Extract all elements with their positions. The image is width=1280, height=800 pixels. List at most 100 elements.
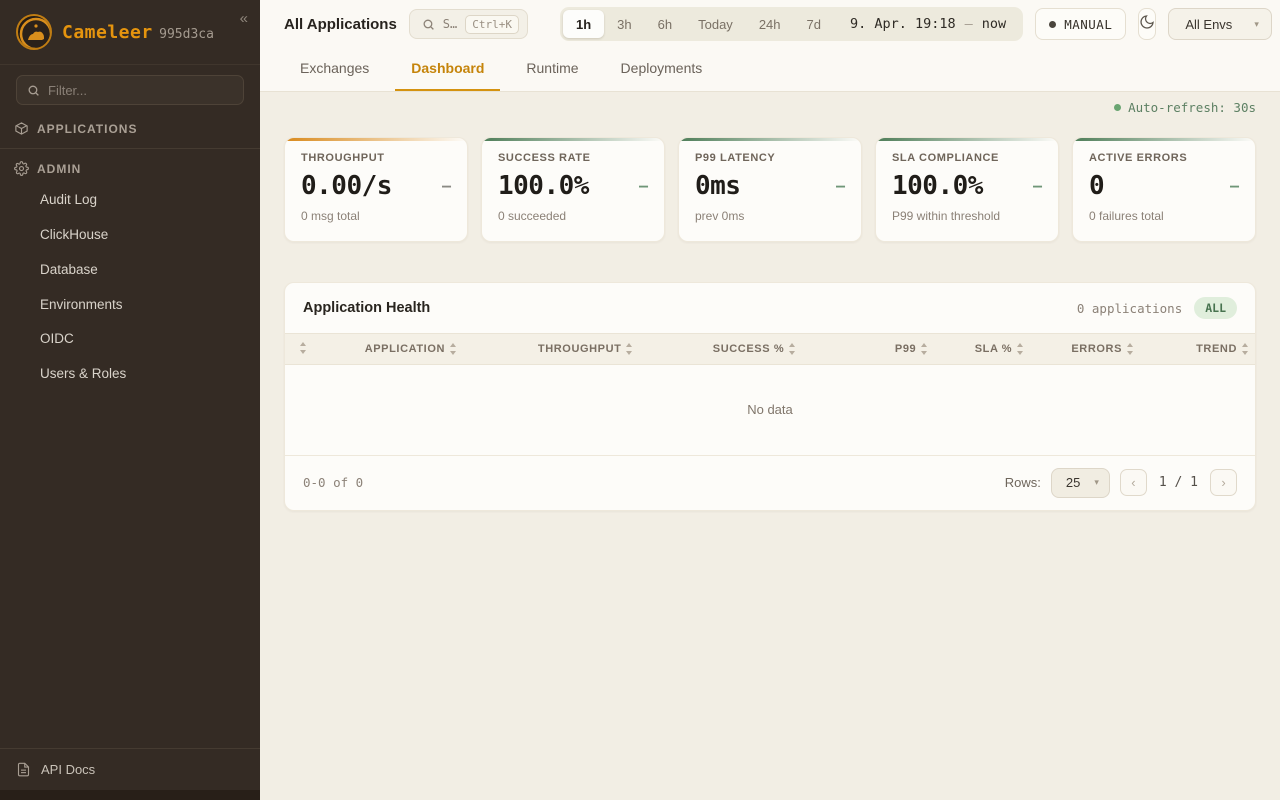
chevron-down-icon: ▾ — [1254, 18, 1259, 29]
sidebar-item-users-roles[interactable]: Users & Roles — [40, 366, 127, 382]
card-active-errors: ACTIVE ERRORS 0 – 0 failures total — [1072, 137, 1256, 242]
column-application[interactable]: APPLICATION — [320, 333, 501, 365]
tabs-bar: Exchanges Dashboard Runtime Deployments — [260, 48, 1280, 92]
column-expand[interactable] — [285, 333, 321, 365]
card-value: 0ms — [695, 171, 741, 201]
page-title: All Applications — [284, 15, 397, 33]
theme-toggle-button[interactable] — [1138, 8, 1157, 40]
column-success[interactable]: SUCCESS % — [670, 333, 839, 365]
document-icon — [16, 762, 31, 777]
card-subtitle: 0 msg total — [301, 209, 360, 223]
card-subtitle: P99 within threshold — [892, 209, 1001, 223]
card-label: SLA COMPLIANCE — [892, 152, 999, 164]
cube-icon — [14, 121, 29, 136]
env-select[interactable]: All Envs ▾ — [1168, 8, 1272, 40]
card-value: 100.0% — [498, 171, 589, 201]
section-label: APPLICATIONS — [37, 121, 138, 136]
green-dot-icon — [1114, 104, 1122, 111]
status-dot-icon — [1049, 20, 1057, 28]
empty-state-message: No data — [747, 402, 793, 418]
next-page-button[interactable]: › — [1210, 469, 1237, 496]
sidebar-section-applications[interactable]: APPLICATIONS — [0, 109, 260, 146]
topbar: All Applications S… Ctrl+K 1h 3h 6h Toda… — [260, 0, 1280, 48]
tab-dashboard[interactable]: Dashboard — [395, 48, 501, 91]
tab-deployments[interactable]: Deployments — [620, 60, 703, 76]
global-search-button[interactable]: S… Ctrl+K — [408, 9, 528, 39]
column-sla[interactable]: SLA % — [934, 333, 1031, 365]
api-docs-link[interactable]: API Docs — [0, 748, 260, 790]
auto-refresh-indicator: Auto-refresh: 30s — [284, 92, 1256, 115]
tab-runtime[interactable]: Runtime — [526, 60, 579, 76]
sidebar-filter-wrap — [0, 64, 260, 109]
main-area: All Applications S… Ctrl+K 1h 3h 6h Toda… — [260, 0, 1280, 800]
sort-icon — [625, 343, 633, 355]
card-value: 100.0% — [892, 171, 983, 201]
time-range-24h[interactable]: 24h — [746, 10, 794, 38]
card-value: 0 — [1089, 171, 1105, 201]
sidebar-item-clickhouse[interactable]: ClickHouse — [40, 226, 109, 242]
time-range-6h[interactable]: 6h — [645, 10, 685, 38]
range-dash: – — [964, 16, 973, 32]
sort-icon — [1016, 343, 1024, 355]
refresh-mode-button[interactable]: MANUAL — [1035, 8, 1127, 40]
card-value: 0.00/s — [301, 171, 392, 201]
card-subtitle: prev 0ms — [695, 209, 745, 223]
sparkline-placeholder: – — [1229, 177, 1239, 195]
sidebar-item-oidc[interactable]: OIDC — [40, 331, 74, 347]
time-range-today[interactable]: Today — [685, 10, 746, 38]
search-shortcut-kbd: Ctrl+K — [465, 14, 519, 34]
env-select-value: All Envs — [1185, 16, 1233, 32]
dashboard-content: Auto-refresh: 30s THROUGHPUT 0.00/s – 0 … — [260, 92, 1280, 800]
time-range-custom[interactable]: 9. Apr. 19:18 – now — [834, 16, 1020, 32]
gear-icon — [14, 161, 29, 176]
api-docs-label: API Docs — [41, 762, 96, 777]
panel-title: Application Health — [303, 300, 431, 316]
tab-exchanges[interactable]: Exchanges — [300, 60, 370, 76]
card-subtitle: 0 succeeded — [498, 209, 567, 223]
sort-icon — [1126, 343, 1134, 355]
metric-cards: THROUGHPUT 0.00/s – 0 msg total SUCCESS … — [284, 137, 1256, 242]
card-label: SUCCESS RATE — [498, 152, 591, 164]
search-hint-text: S… — [442, 17, 458, 31]
column-p99[interactable]: P99 — [838, 333, 935, 365]
sidebar-collapse-icon[interactable]: « — [239, 10, 248, 27]
sidebar-item-environments[interactable]: Environments — [40, 296, 123, 312]
sidebar-section-admin[interactable]: ADMIN — [0, 149, 260, 186]
sort-icon — [788, 343, 796, 355]
sort-icon — [1241, 343, 1249, 355]
filter-input[interactable] — [48, 82, 233, 98]
card-label: THROUGHPUT — [301, 152, 385, 164]
page-indicator: 1 / 1 — [1158, 475, 1198, 490]
time-range-1h[interactable]: 1h — [563, 10, 605, 38]
brand-wrap: Cameleer 995d3ca — [62, 22, 214, 43]
refresh-mode-label: MANUAL — [1064, 16, 1113, 32]
column-throughput[interactable]: THROUGHPUT — [500, 333, 671, 365]
card-label: ACTIVE ERRORS — [1089, 152, 1188, 164]
card-p99-latency: P99 LATENCY 0ms – prev 0ms — [678, 137, 862, 242]
cameleer-logo-icon — [16, 14, 52, 50]
sparkline-placeholder: – — [1032, 177, 1042, 195]
sparkline-placeholder: – — [835, 177, 845, 195]
application-health-table: APPLICATION THROUGHPUT SUCCESS % P99 SLA — [285, 333, 1255, 455]
table-header-row: APPLICATION THROUGHPUT SUCCESS % P99 SLA — [285, 333, 1255, 365]
applications-count: 0 applications — [1076, 300, 1183, 316]
time-range-7d[interactable]: 7d — [794, 10, 834, 38]
rows-per-page-select[interactable]: 25 ▾ — [1050, 467, 1110, 498]
column-trend[interactable]: TREND — [1140, 333, 1255, 365]
sidebar-filter[interactable] — [16, 75, 244, 105]
prev-page-button[interactable]: ‹ — [1119, 469, 1147, 496]
card-subtitle: 0 failures total — [1089, 209, 1164, 223]
range-from: 9. Apr. 19:18 — [849, 16, 956, 32]
application-health-panel: Application Health 0 applications ALL — [284, 282, 1256, 511]
time-range-group: 1h 3h 6h Today 24h 7d 9. Apr. 19:18 – no… — [560, 7, 1024, 41]
sidebar-item-database[interactable]: Database — [40, 261, 98, 277]
time-range-3h[interactable]: 3h — [604, 10, 644, 38]
card-sla-compliance: SLA COMPLIANCE 100.0% – P99 within thres… — [875, 137, 1059, 242]
sort-icon — [299, 341, 307, 354]
sidebar-item-audit-log[interactable]: Audit Log — [40, 192, 98, 207]
column-errors[interactable]: ERRORS — [1030, 333, 1141, 365]
search-icon — [422, 18, 435, 31]
range-to: now — [981, 16, 1007, 32]
card-success-rate: SUCCESS RATE 100.0% – 0 succeeded — [481, 137, 665, 242]
brand-name: Cameleer — [62, 21, 153, 43]
